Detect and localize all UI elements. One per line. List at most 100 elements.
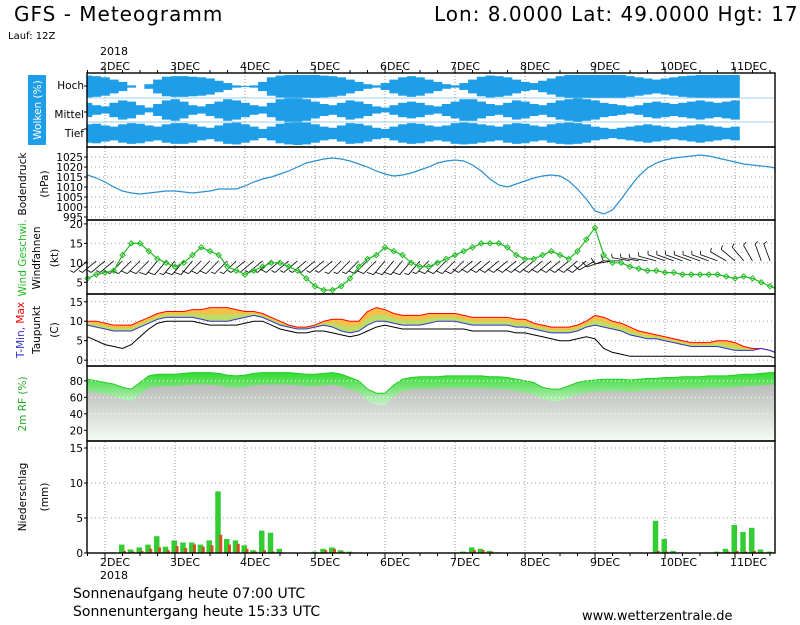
cloud-axis-label: Wolken (%) bbox=[32, 80, 44, 139]
precip-convective-bar bbox=[228, 544, 231, 553]
pressure-tick-label: 995 bbox=[63, 212, 83, 224]
cloud-cover-cell bbox=[293, 75, 303, 98]
precip-bar bbox=[661, 539, 667, 553]
cloud-cover-cell bbox=[214, 125, 224, 142]
top-day-label: 10DEC bbox=[660, 60, 697, 73]
cloud-cover-cell bbox=[538, 105, 548, 115]
wind-speed-point bbox=[285, 263, 293, 271]
cloud-cover-cell bbox=[511, 100, 522, 120]
cloud-cover-cell bbox=[520, 101, 530, 119]
cloud-cover-cell bbox=[538, 80, 548, 93]
temperature-axis-label: T-Min, Max bbox=[15, 302, 27, 359]
precip-bar bbox=[171, 540, 177, 553]
wind-barb bbox=[82, 260, 97, 273]
cloud-cover-cell bbox=[538, 126, 548, 141]
cloud-cover-cell bbox=[161, 76, 172, 97]
cloud-cover-cell bbox=[669, 77, 679, 96]
cloud-cover-cell bbox=[616, 127, 627, 140]
cloud-cover-cell bbox=[118, 100, 128, 120]
temperature-panel-frame bbox=[86, 293, 776, 367]
precip-bar bbox=[329, 547, 335, 553]
humidity-axis-label-part: 2m RF (%) bbox=[17, 376, 29, 431]
precip-convective-bar bbox=[201, 546, 205, 553]
wind-barb-feather bbox=[531, 268, 538, 273]
cloud-cover-cell bbox=[581, 124, 592, 143]
wind-barb bbox=[563, 260, 578, 273]
wind-speed-point bbox=[652, 267, 660, 274]
cloud-cover-cell bbox=[669, 104, 679, 116]
cloud-cover-cell bbox=[424, 125, 434, 142]
wind-barb bbox=[475, 260, 491, 273]
top-day-label: 2DEC bbox=[100, 60, 130, 73]
cloud-cover-cell bbox=[450, 85, 460, 88]
precip-bar bbox=[206, 540, 212, 553]
wind-barb bbox=[205, 260, 220, 274]
cloud-cover-cell bbox=[319, 75, 329, 98]
wind-barb-feather bbox=[743, 241, 747, 246]
wind-speed-point bbox=[276, 259, 284, 267]
wind-speed-point bbox=[547, 247, 555, 255]
humidity-tick-label: 20 bbox=[70, 425, 83, 437]
cloud-cover-cell bbox=[450, 123, 460, 144]
wind-barb bbox=[502, 260, 517, 273]
cloud-cover-cell bbox=[494, 105, 504, 115]
cloud-cover-cell bbox=[494, 126, 504, 141]
top-day-label: 11DEC bbox=[730, 60, 767, 73]
wind-speed-point bbox=[407, 259, 415, 267]
wind-barb-feather bbox=[487, 268, 494, 273]
wind-barb-feather bbox=[210, 271, 215, 274]
wind-speed-point bbox=[267, 259, 275, 267]
cloud-cover-cell bbox=[214, 80, 224, 93]
cloud-cover-cell bbox=[415, 102, 425, 118]
wind-speed-point bbox=[670, 269, 678, 276]
page-title: GFS - Meteogramm bbox=[14, 2, 224, 26]
wind-barb-feather bbox=[129, 270, 137, 274]
cloud-cover-cell bbox=[590, 126, 600, 141]
precip-bar bbox=[259, 530, 265, 553]
wind-speed-point bbox=[372, 251, 380, 259]
wind-speed-point bbox=[390, 247, 398, 255]
precip-bar bbox=[136, 547, 142, 553]
wind-speed-point bbox=[136, 240, 144, 247]
tmin-line bbox=[87, 314, 776, 359]
wind-speed-point bbox=[486, 240, 494, 247]
wind-barb-feather bbox=[469, 268, 477, 273]
precip-convective-bar bbox=[753, 550, 756, 553]
precip-bar bbox=[119, 544, 125, 553]
bottom-day-label: 8DEC bbox=[520, 556, 550, 569]
precip-bar bbox=[127, 549, 134, 553]
wind-speed-point bbox=[600, 251, 608, 259]
wind-barb-feather bbox=[356, 270, 364, 274]
wind-speed-point bbox=[574, 247, 581, 255]
wind-barb-feather bbox=[435, 270, 443, 274]
wind-barb-feather bbox=[754, 241, 759, 245]
cloud-cover-cell bbox=[170, 99, 180, 121]
precipitation-tick-label: 10 bbox=[70, 478, 83, 490]
pressure-line bbox=[87, 154, 776, 215]
wind-tick-label: 20 bbox=[70, 219, 83, 231]
cloud-cover-cell bbox=[109, 126, 119, 141]
cloud-cover-cell bbox=[441, 125, 452, 142]
bottom-day-label: 4DEC bbox=[240, 556, 270, 569]
cloud-cover-cell bbox=[406, 123, 417, 144]
wind-barb bbox=[467, 260, 482, 273]
wind-barb bbox=[484, 260, 500, 273]
wind-speed-point bbox=[617, 259, 625, 267]
wind-barb-feather bbox=[245, 270, 249, 273]
wind-barb bbox=[743, 245, 753, 262]
wind-barb-feather bbox=[333, 271, 338, 274]
wind-speed-point bbox=[749, 275, 756, 282]
cloud-cover-cell bbox=[555, 100, 565, 120]
cloud-cover-cell bbox=[293, 98, 303, 122]
meteogram-chart: 2DEC 2DEC 3DEC 3DEC 4DEC 4DEC 5DEC 5DEC 6DEC 6DEC… bbox=[15, 45, 776, 582]
wind-barb-feather bbox=[720, 245, 723, 250]
cloud-cover-cell bbox=[651, 101, 662, 119]
cloud-cover-cell bbox=[87, 124, 93, 143]
wind-barb-feather bbox=[412, 271, 417, 274]
precip-convective-bar bbox=[166, 550, 170, 553]
bottom-day-label: 5DEC bbox=[310, 556, 340, 569]
precip-convective-bar bbox=[149, 548, 153, 553]
cloud-cover-cell bbox=[695, 100, 705, 120]
wind-barb bbox=[433, 260, 447, 274]
